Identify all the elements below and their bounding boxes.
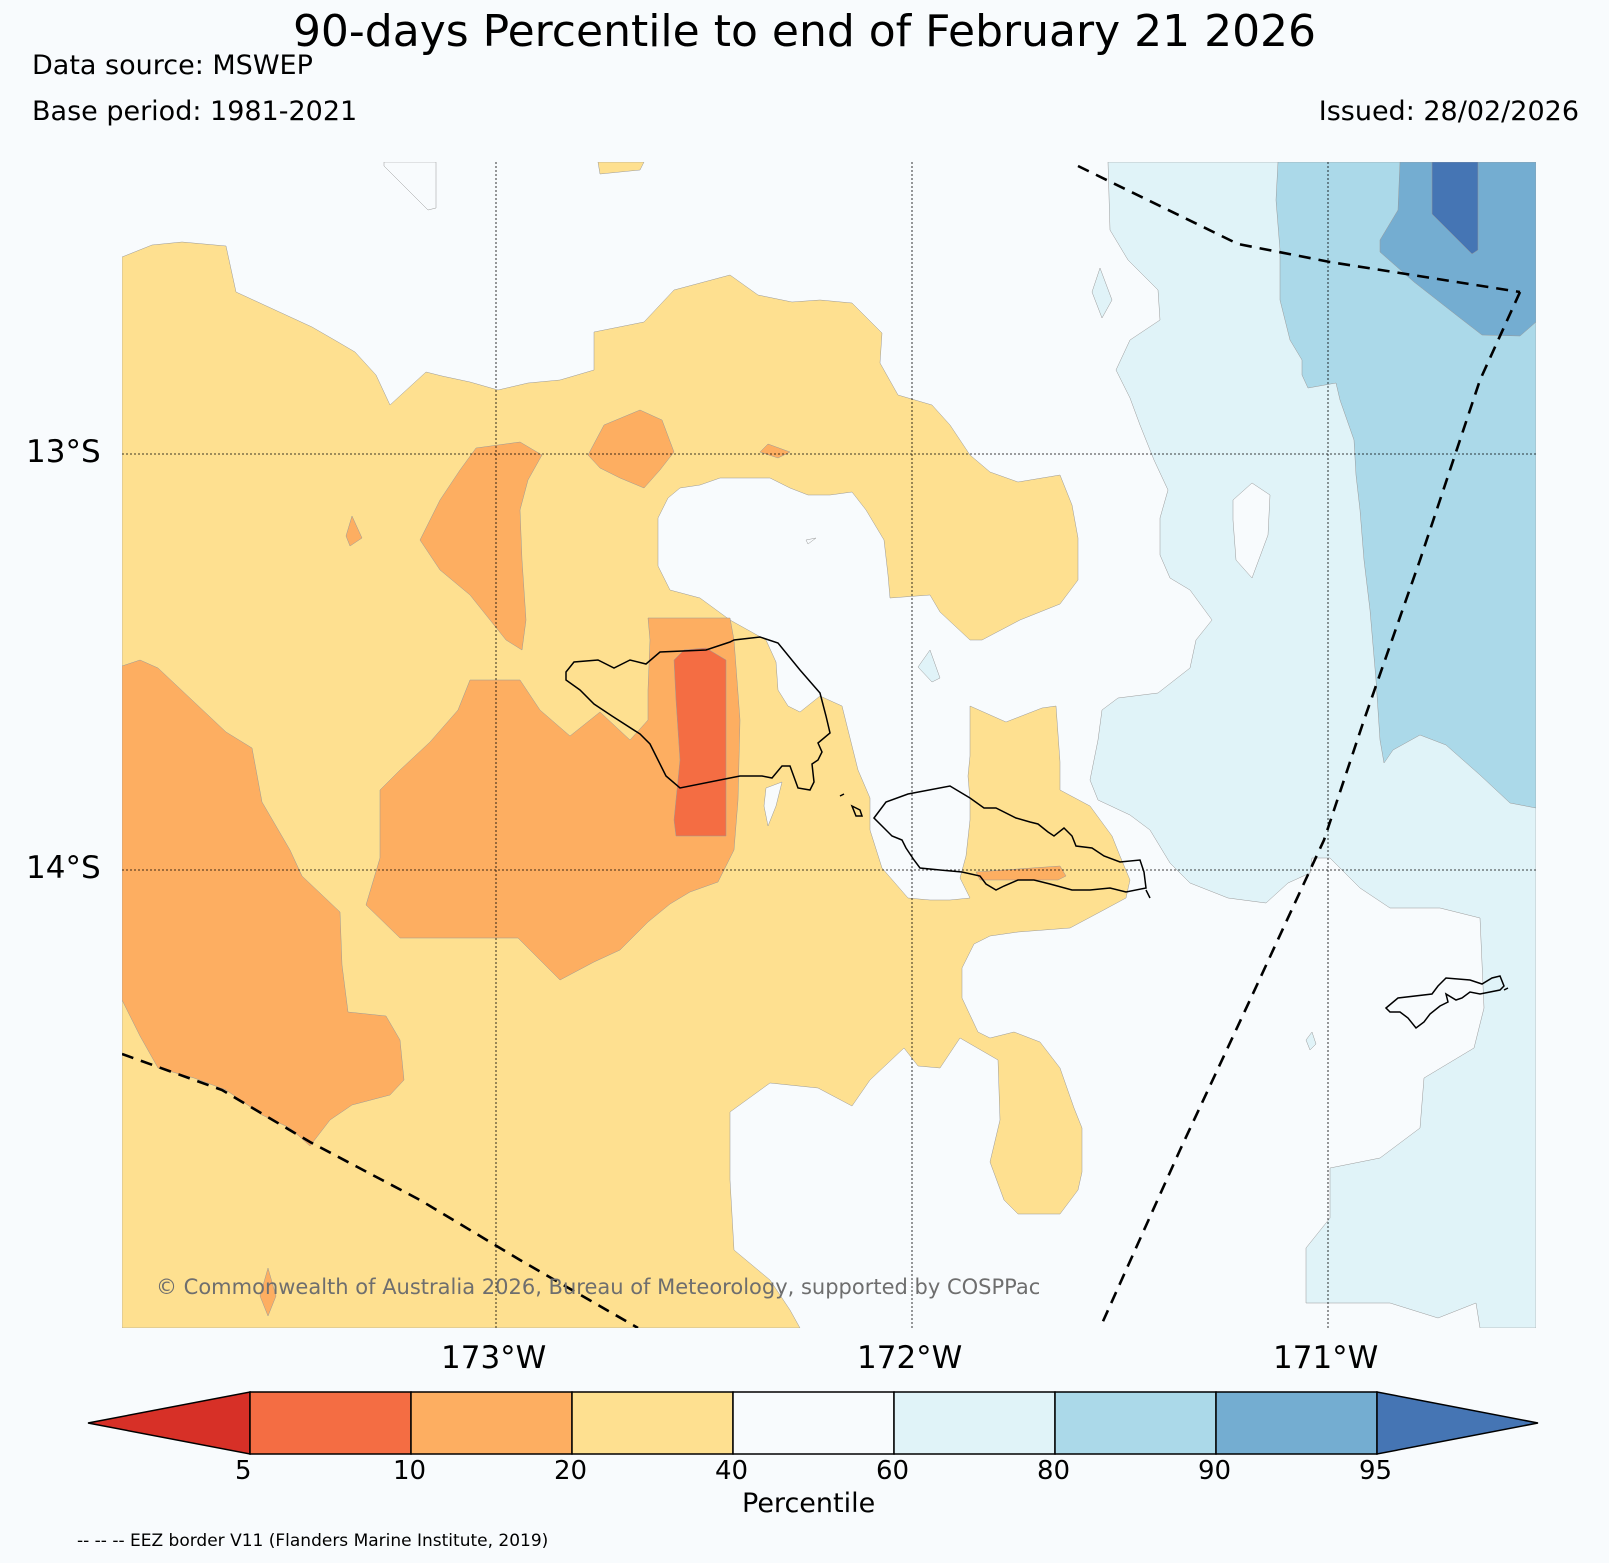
lon-label-171w: 171°W xyxy=(1273,1340,1379,1376)
colorbar-extend-low xyxy=(87,1391,251,1455)
contour-5-10 xyxy=(673,647,727,837)
colorbar-label: Percentile xyxy=(742,1488,876,1519)
colorbar-tick: 40 xyxy=(715,1456,749,1486)
lon-label-173w: 173°W xyxy=(441,1340,547,1376)
eez-border xyxy=(122,164,1522,1328)
colorbar-extend-high xyxy=(1376,1391,1539,1455)
coastline xyxy=(565,636,1509,1030)
savaii-island xyxy=(565,636,831,791)
tutuila-island xyxy=(1384,975,1505,1030)
copyright-notice: © Commonwealth of Australia 2026, Bureau… xyxy=(156,1275,1041,1299)
contour-90-95 xyxy=(1379,162,1536,337)
colorbar-bin-40-60 xyxy=(732,1391,895,1455)
colorbar-bin-5-10 xyxy=(249,1391,412,1455)
contour-above-95 xyxy=(1431,162,1479,255)
lat-label-13s: 13°S xyxy=(26,434,101,470)
colorbar-bin-10-20 xyxy=(410,1391,573,1455)
lon-label-172w: 172°W xyxy=(857,1340,963,1376)
colorbar-tick: 60 xyxy=(876,1456,910,1486)
colorbar-bin-20-40 xyxy=(571,1391,734,1455)
map-plot-area xyxy=(122,162,1536,1328)
colorbar-bin-80-90 xyxy=(1054,1391,1217,1455)
lat-label-14s: 14°S xyxy=(26,850,101,886)
contour-10-20-west xyxy=(122,659,405,1147)
base-period-label: Base period: 1981-2021 xyxy=(32,96,358,127)
colorbar-tick: 20 xyxy=(554,1456,588,1486)
issued-date-label: Issued: 28/02/2026 xyxy=(1318,96,1579,127)
colorbar-bin-60-80 xyxy=(893,1391,1056,1455)
colorbar-tick: 10 xyxy=(393,1456,427,1486)
colorbar-bin-90-95 xyxy=(1215,1391,1378,1455)
colorbar-tick: 5 xyxy=(235,1456,252,1486)
eez-legend-note: -- -- -- EEZ border V11 (Flanders Marine… xyxy=(77,1531,549,1551)
map-title: 90-days Percentile to end of February 21… xyxy=(292,6,1317,57)
colorbar xyxy=(87,1391,1539,1455)
contour-10-20-center xyxy=(365,617,741,981)
colorbar-tick: 80 xyxy=(1037,1456,1071,1486)
upolu-island xyxy=(873,785,1147,893)
colorbar-tick: 95 xyxy=(1359,1456,1393,1486)
colorbar-tick: 90 xyxy=(1198,1456,1232,1486)
data-source-label: Data source: MSWEP xyxy=(32,50,313,81)
